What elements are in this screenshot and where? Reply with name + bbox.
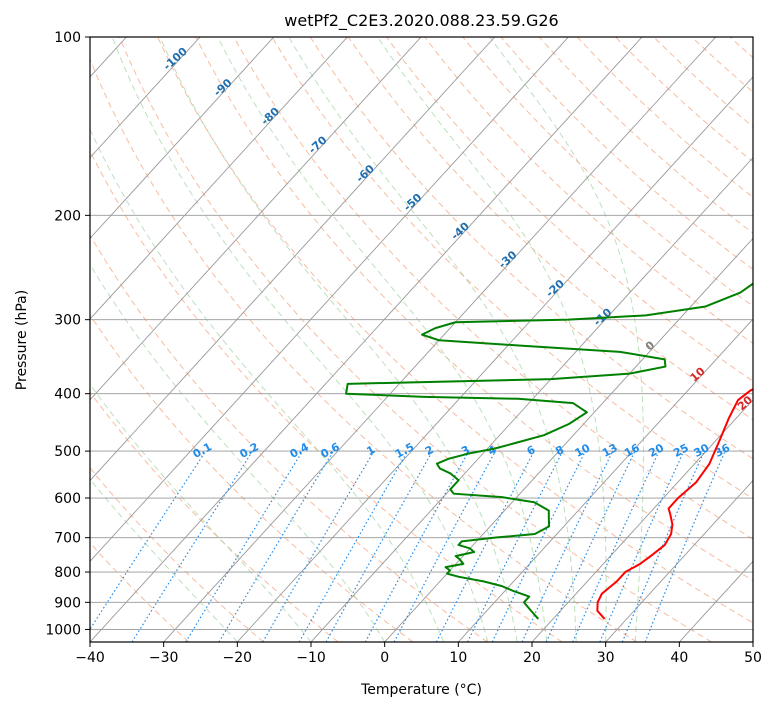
dry-adiabat-line bbox=[347, 37, 753, 421]
isotherm-line bbox=[458, 318, 753, 642]
isotherm-line bbox=[90, 37, 348, 320]
y-tick-label: 700 bbox=[54, 531, 81, 547]
x-tick-label: −40 bbox=[75, 650, 105, 666]
dry-adiabat-line bbox=[195, 37, 753, 582]
mixing-ratio-line bbox=[466, 450, 564, 642]
isotherm-line bbox=[90, 37, 422, 401]
moist-adiabat-line bbox=[489, 37, 644, 642]
mixing-ratio-label: 20 bbox=[646, 441, 666, 460]
mixing-ratio-line bbox=[325, 450, 434, 642]
x-tick-label: 20 bbox=[523, 650, 541, 666]
x-tick-label: 40 bbox=[670, 650, 688, 666]
dry-adiabat-line bbox=[90, 149, 563, 642]
y-tick-label: 600 bbox=[54, 491, 81, 507]
mixing-ratio-line bbox=[644, 450, 726, 642]
mixing-ratio-line bbox=[393, 450, 496, 642]
mixing-ratio-line bbox=[599, 450, 685, 642]
y-tick-label: 200 bbox=[54, 208, 81, 224]
isotherm-line bbox=[310, 156, 753, 642]
isotherm-line bbox=[531, 399, 753, 642]
y-axis-label: Pressure (hPa) bbox=[14, 290, 30, 390]
moist-adiabat-line bbox=[377, 37, 607, 642]
isotherm-line bbox=[384, 237, 753, 642]
mixing-ratio-label: 13 bbox=[600, 441, 620, 460]
isotherm-line bbox=[90, 37, 201, 159]
x-axis-label: Temperature (°C) bbox=[360, 682, 482, 698]
dry-adiabat-line bbox=[309, 37, 753, 460]
moist-adiabat-line bbox=[159, 37, 518, 642]
isotherm-line bbox=[90, 37, 275, 240]
mixing-ratio-line bbox=[621, 450, 705, 642]
dry-adiabat-line bbox=[90, 58, 638, 642]
x-tick-label: −10 bbox=[296, 650, 326, 666]
mixing-ratio-line bbox=[364, 450, 470, 642]
moist-adiabat-line bbox=[90, 128, 445, 642]
x-tick-label: 10 bbox=[449, 650, 467, 666]
isotherm-line bbox=[605, 479, 753, 642]
y-tick-label: 1000 bbox=[45, 622, 81, 638]
dry-adiabat-line bbox=[118, 37, 712, 642]
moist-adiabat-line bbox=[217, 37, 548, 642]
x-tick-label: 30 bbox=[597, 650, 615, 666]
y-tick-label: 100 bbox=[54, 30, 81, 46]
isotherm-line bbox=[90, 37, 643, 642]
mixing-ratio-label: 16 bbox=[622, 441, 642, 460]
isotherm-line bbox=[90, 37, 569, 562]
mixing-ratio-label: 10 bbox=[573, 441, 593, 460]
moist-adiabat-line bbox=[90, 263, 386, 642]
mixing-ratio-line bbox=[185, 450, 304, 642]
mixing-ratio-line bbox=[572, 450, 660, 642]
plot-frame bbox=[89, 36, 754, 643]
mixing-ratio-line bbox=[90, 450, 207, 631]
y-tick-label: 300 bbox=[54, 313, 81, 329]
y-tick-label: 400 bbox=[54, 387, 81, 403]
dry-adiabat-line bbox=[90, 234, 488, 642]
isotherm-line bbox=[237, 76, 753, 642]
dry-adiabat-line bbox=[90, 467, 264, 642]
axis-ticks: −40 −30 −20 −10 0 10 20 30 40 50 100 200 300 400 500 60… bbox=[45, 30, 762, 666]
y-tick-label: 500 bbox=[54, 444, 81, 460]
y-tick-label: 800 bbox=[54, 565, 81, 581]
dry-adiabat-line bbox=[90, 542, 190, 642]
y-tick-label: 900 bbox=[54, 595, 81, 611]
dry-adiabat-line bbox=[157, 37, 753, 624]
chart-title: wetPf2_C2E3.2020.088.23.59.G26 bbox=[284, 11, 558, 31]
dry-adiabat-line bbox=[386, 37, 753, 382]
isotherm-line bbox=[90, 37, 496, 482]
mixing-ratio-line bbox=[131, 450, 254, 642]
temperature-line bbox=[596, 388, 753, 620]
dry-adiabat-line bbox=[271, 37, 753, 500]
x-tick-label: 0 bbox=[380, 650, 389, 666]
mixing-ratio-label: 30 bbox=[692, 441, 712, 460]
x-tick-label: −20 bbox=[223, 650, 253, 666]
moist-adiabat-line bbox=[111, 37, 489, 642]
x-tick-label: 50 bbox=[744, 650, 762, 666]
mixing-ratio-label: 25 bbox=[671, 441, 691, 460]
moist-adiabat-line bbox=[288, 37, 577, 642]
dewpoint-line bbox=[345, 282, 753, 620]
x-tick-label: −30 bbox=[149, 650, 179, 666]
